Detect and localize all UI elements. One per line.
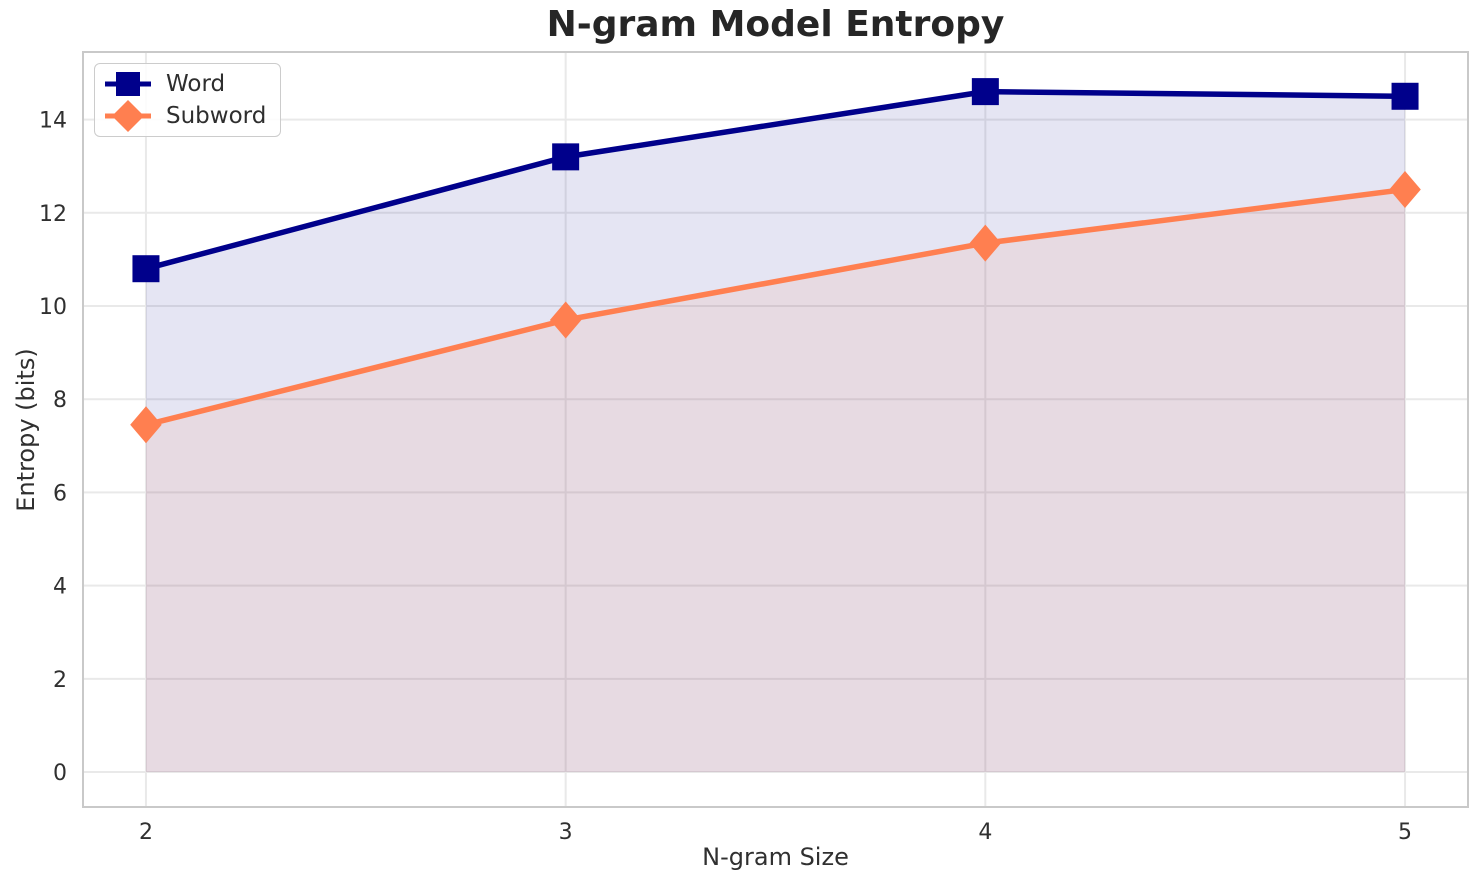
word-marker — [971, 78, 999, 106]
subword-legend-marker-icon — [105, 100, 151, 132]
x-tick-label: 4 — [978, 820, 992, 845]
subword-area-fill — [146, 189, 1405, 772]
y-tick-label: 4 — [53, 575, 67, 600]
x-tick-label: 3 — [559, 820, 573, 845]
legend: Word Subword — [94, 63, 282, 137]
subword-line — [143, 186, 1408, 428]
y-axis-label: Entropy (bits) — [12, 348, 40, 512]
legend-item-word: Word — [103, 68, 266, 100]
y-tick-label: 2 — [53, 668, 67, 693]
word-marker — [1391, 82, 1419, 110]
word-marker — [552, 143, 580, 171]
chart-title: N-gram Model Entropy — [546, 4, 1005, 45]
x-tick-label: 5 — [1398, 820, 1412, 845]
legend-label-word: Word — [166, 71, 226, 97]
word-legend-marker-icon — [105, 72, 151, 96]
subword-marker — [130, 406, 162, 444]
y-tick-label: 10 — [39, 295, 67, 320]
y-tick-label: 8 — [53, 388, 67, 413]
y-tick-label: 12 — [39, 202, 67, 227]
word-area-fill — [146, 91, 1405, 773]
x-axis-label: N-gram Size — [702, 843, 849, 871]
y-tick-label: 6 — [53, 481, 67, 506]
word-line — [143, 88, 1408, 272]
subword-marker — [549, 301, 582, 339]
word-marker — [132, 255, 160, 283]
legend-label-subword: Subword — [166, 103, 267, 129]
legend-item-subword: Subword — [103, 100, 266, 132]
x-tick-label: 2 — [139, 820, 153, 845]
y-tick-label: 14 — [39, 109, 67, 134]
plot-spine — [82, 51, 1469, 808]
subword-marker — [969, 224, 1002, 262]
y-tick-label: 0 — [53, 761, 67, 786]
subword-marker — [1389, 171, 1421, 208]
